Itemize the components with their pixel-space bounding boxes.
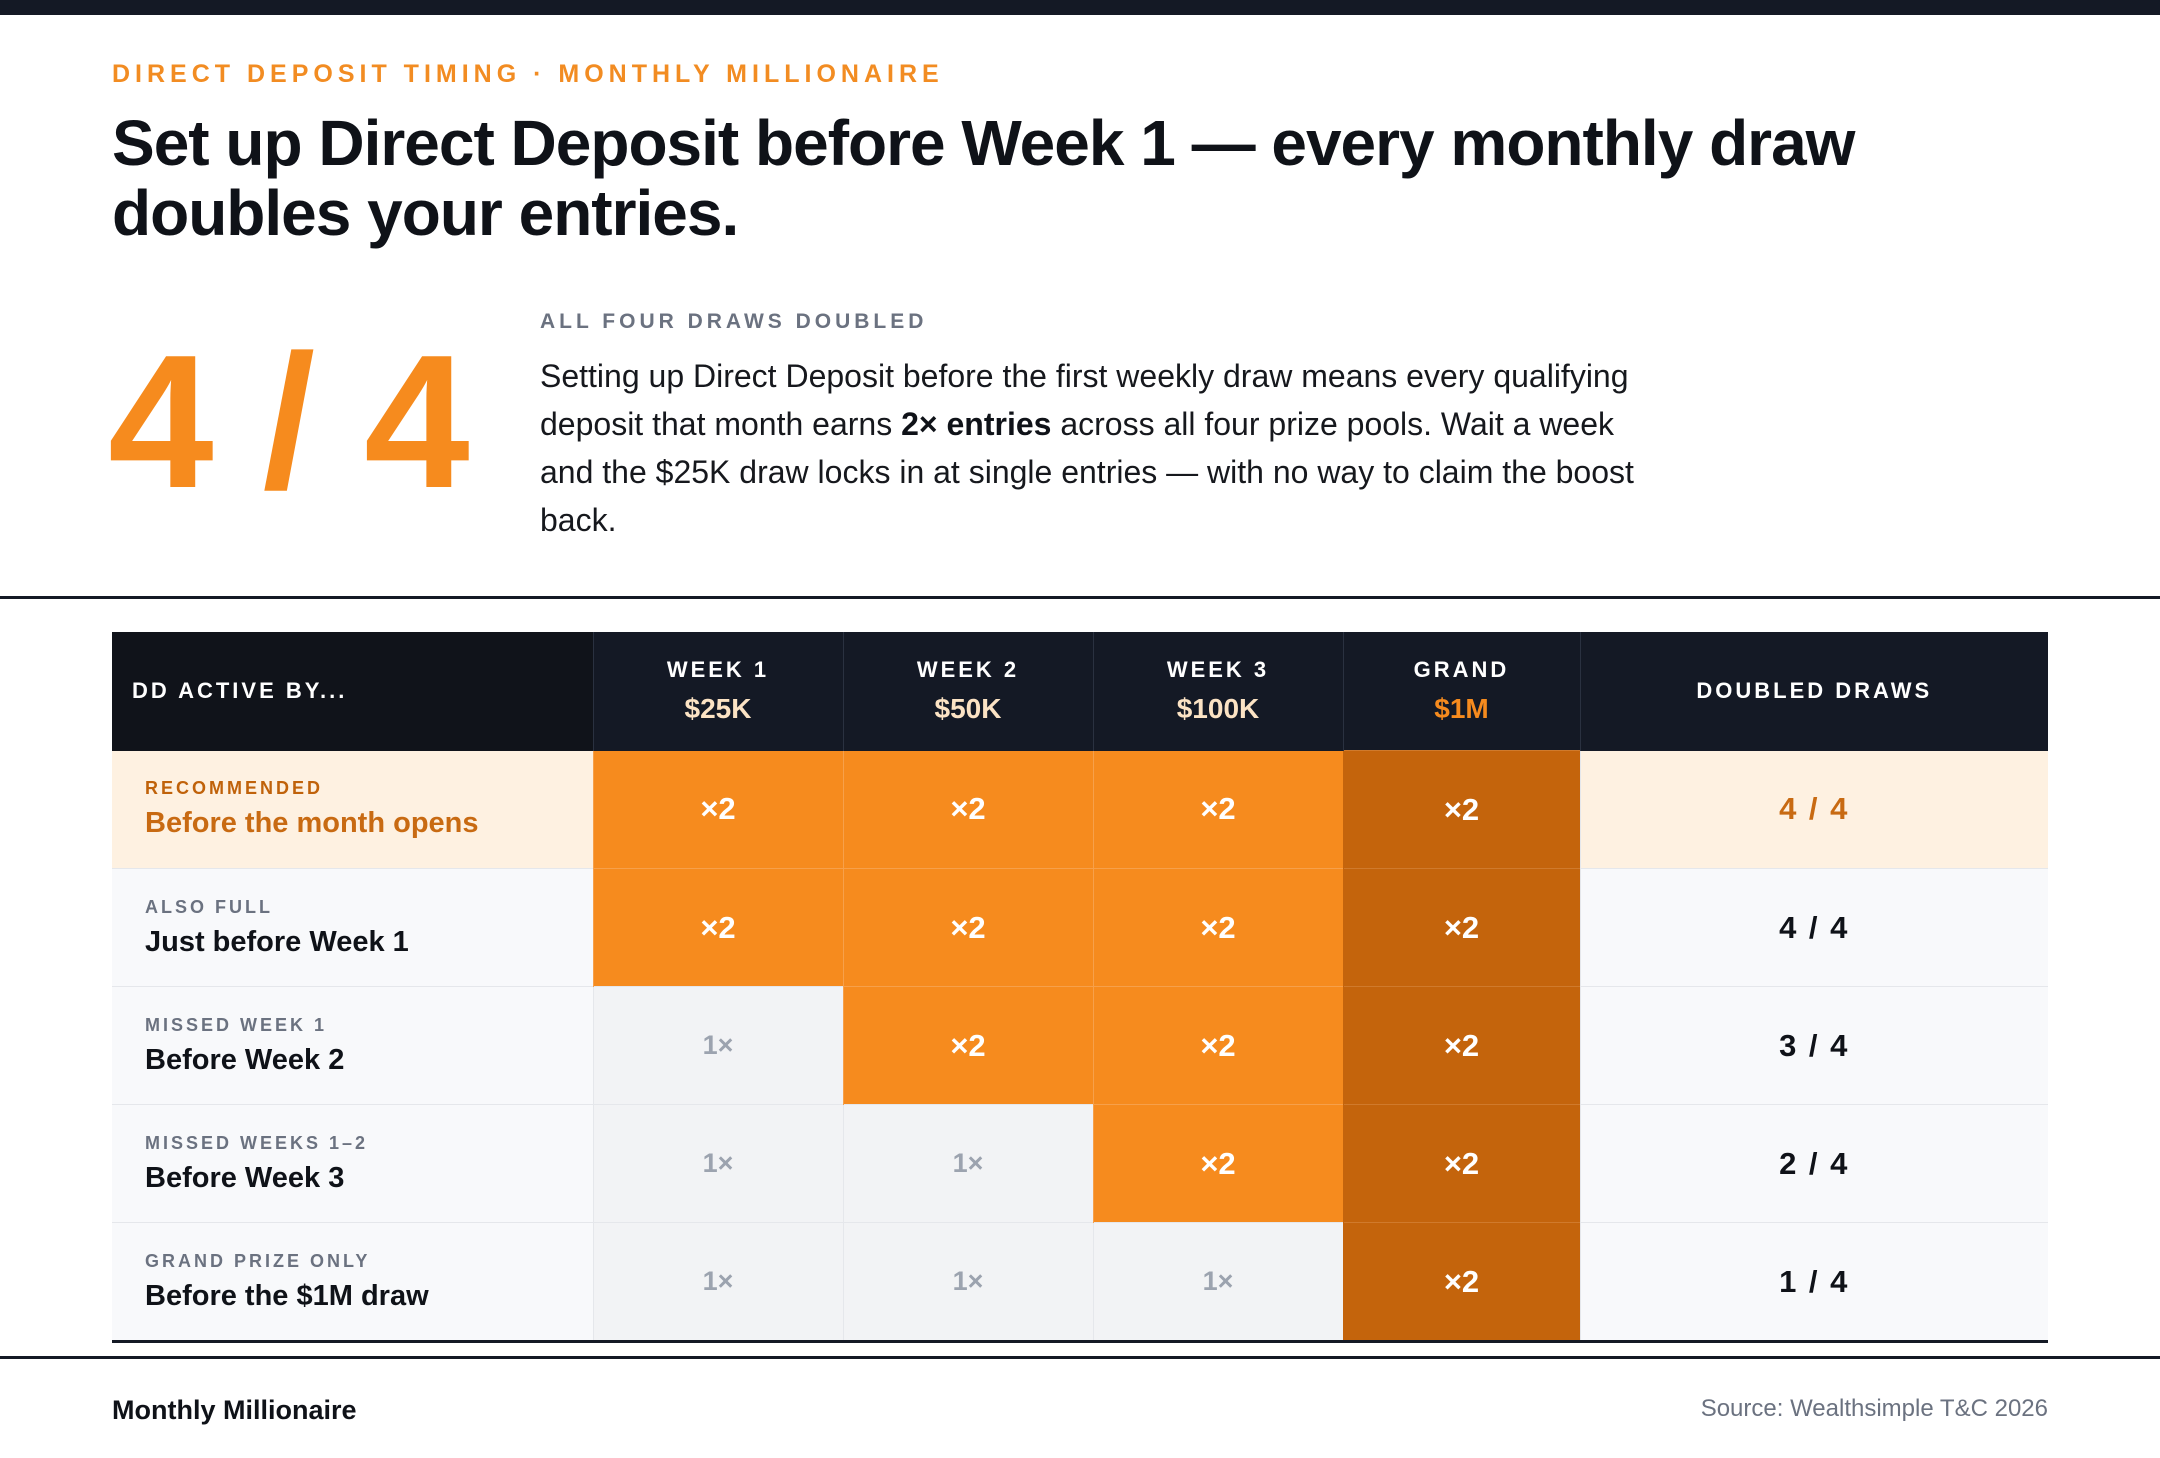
entry-cell-grand: ×2 [1342,1222,1580,1342]
footer-divider [0,1356,2160,1359]
entry-cell: 1× [842,1222,1093,1342]
row-title: Before the month opens [145,807,479,840]
footer-brand: Monthly Millionaire [112,1395,357,1425]
row-title: Before Week 2 [145,1043,345,1076]
header-doubled-draws: DOUBLED DRAWS [1579,632,2048,751]
entry-cell: 1× [842,1104,1093,1223]
footer-source: Source: Wealthsimple T&C 2026 [1700,1395,2048,1422]
entry-cell: ×2 [842,868,1093,987]
doubled-count: 4 / 4 [1579,750,2048,869]
entry-cell: 1× [592,986,843,1105]
header-title: WEEK 3 [1166,657,1270,683]
header-title: WEEK 2 [916,657,1020,683]
entry-cell: ×2 [592,868,843,987]
row-label: GRAND PRIZE ONLY Before the $1M draw [112,1222,593,1342]
body-text-emphasis: 2× entries [901,406,1052,442]
doubled-count: 1 / 4 [1579,1222,2048,1342]
entry-cell: 1× [592,1104,843,1223]
entry-cell: ×2 [842,750,1093,869]
entry-cell-grand: ×2 [1342,1104,1580,1223]
table-row-missed-weeks-1-2: MISSED WEEKS 1–2 Before Week 3 1× 1× ×2 … [112,1104,2048,1223]
entry-cell: 1× [592,1222,843,1342]
entries-table: DD ACTIVE BY... WEEK 1 $25K WEEK 2 $50K … [112,632,2048,1343]
row-tag: GRAND PRIZE ONLY [145,1250,371,1271]
doubled-count: 4 / 4 [1579,868,2048,987]
table-row-grand-only: GRAND PRIZE ONLY Before the $1M draw 1× … [112,1222,2048,1342]
section-divider [0,596,2160,599]
header-dd-active: DD ACTIVE BY... [112,632,593,751]
row-label: MISSED WEEK 1 Before Week 2 [112,986,593,1105]
entry-cell-grand: ×2 [1342,750,1580,869]
row-tag: ALSO FULL [145,896,273,917]
header-label: DD ACTIVE BY... [132,678,348,704]
entry-cell: ×2 [842,986,1093,1105]
header-label: DOUBLED DRAWS [1696,678,1933,704]
body-text-start: Setting up Direct Deposit before the fir… [540,358,1629,442]
entry-cell: 1× [1092,1222,1343,1342]
header-title: WEEK 1 [666,657,770,683]
header-week-2: WEEK 2 $50K [842,632,1093,751]
header-week-3: WEEK 3 $100K [1092,632,1343,751]
entry-cell-grand: ×2 [1342,986,1580,1105]
header-prize: $1M [1434,693,1489,724]
header-prize: $50K [934,693,1002,725]
entry-cell: ×2 [1092,750,1343,869]
row-label: ALSO FULL Just before Week 1 [112,868,593,987]
eyebrow-label: DIRECT DEPOSIT TIMING · MONTHLY MILLIONA… [112,60,944,88]
header-prize: $25K [684,693,752,725]
row-tag: MISSED WEEK 1 [145,1014,328,1035]
table-header-row: DD ACTIVE BY... WEEK 1 $25K WEEK 2 $50K … [112,632,2048,751]
row-label: RECOMMENDED Before the month opens [112,750,593,869]
entry-cell: ×2 [592,750,843,869]
top-bar [0,0,2160,15]
row-title: Before the $1M draw [145,1279,429,1312]
doubled-count: 2 / 4 [1579,1104,2048,1223]
header-title: GRAND [1413,657,1510,682]
header-grand: GRAND $1M [1342,632,1580,751]
table-row-also-full: ALSO FULL Just before Week 1 ×2 ×2 ×2 ×2… [112,868,2048,987]
row-tag: RECOMMENDED [145,778,324,799]
page-headline: Set up Direct Deposit before Week 1 — ev… [112,107,1855,249]
row-tag: MISSED WEEKS 1–2 [145,1132,369,1153]
row-title: Just before Week 1 [145,925,409,958]
body-text-end: across all four prize pools. Wait a week… [540,406,1634,538]
big-stat-number: 4 / 4 [108,316,470,528]
entry-cell: ×2 [1092,868,1343,987]
explanation-paragraph: Setting up Direct Deposit before the fir… [540,352,1660,544]
table-row-missed-week-1: MISSED WEEK 1 Before Week 2 1× ×2 ×2 ×2 … [112,986,2048,1105]
row-label: MISSED WEEKS 1–2 Before Week 3 [112,1104,593,1223]
entry-cell: ×2 [1092,986,1343,1105]
row-title: Before Week 3 [145,1161,345,1194]
header-week-1: WEEK 1 $25K [592,632,843,751]
table-row-recommended: RECOMMENDED Before the month opens ×2 ×2… [112,750,2048,869]
stat-kicker: ALL FOUR DRAWS DOUBLED [540,310,928,333]
entry-cell: ×2 [1092,1104,1343,1223]
header-prize: $100K [1176,693,1260,725]
doubled-count: 3 / 4 [1579,986,2048,1105]
entry-cell-grand: ×2 [1342,868,1580,987]
